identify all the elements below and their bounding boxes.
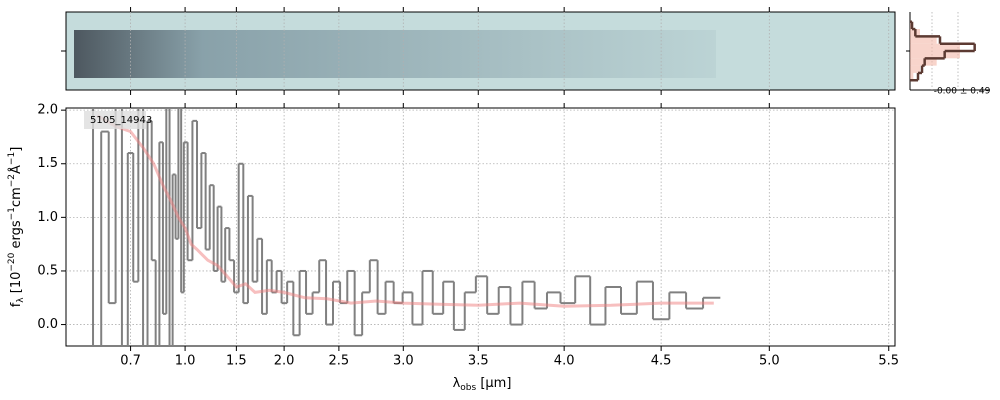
y-label-part: −1 [7,207,17,220]
y-tick-label: 2.0 [37,103,58,118]
y-label-part: [10 [9,272,24,298]
x-tick-label: 3.5 [468,354,489,369]
x-tick-label: 1.0 [175,354,196,369]
y-label-part: −2 [7,174,17,187]
y-label-part: cm [9,187,24,207]
x-label-part: obs [460,383,476,393]
model-line [96,114,714,308]
histogram-annotation: -0.00 ± 0.49 [934,87,991,97]
x-label-part: λ [453,376,461,391]
plot-layer: 0.7 1.0 1.5 2.0 2.5 3.0 3.5 4.0 4.5 5.0 5.5 0.0 0.5 1… [7,7,991,393]
x-tick-label: 5.5 [878,354,899,369]
y-label-part: λ [16,297,26,303]
y-label-part: −20 [7,252,17,271]
y-tick-label: 1.0 [37,210,58,225]
gaussian-bar [910,51,960,59]
y-label-part: −1 [7,152,17,165]
x-tick-label: 5.0 [759,354,780,369]
x-tick-label: 4.5 [651,354,672,369]
gaussian-bar [910,58,937,66]
y-tick-label: 1.5 [37,156,58,171]
spectrum-2d-image [74,30,716,78]
gaussian-bar [910,43,960,51]
spectrum-clip [92,108,721,346]
plot-frame [65,107,896,347]
gaussian-bar [910,72,914,81]
x-tick-label: 2.5 [329,354,350,369]
x-axis-label: λobs [μm] [453,376,512,393]
x-tick-label: 1.5 [226,354,247,369]
annotation-box [84,111,146,129]
x-label-part: [μm] [476,376,511,391]
gaussian-bar [910,36,937,44]
x-tick-label: 3.0 [393,354,414,369]
gaussian-bar [910,65,920,73]
y-axis-label: fλ [10−20 ergs−1cm−2Å−1] [7,147,26,308]
y-tick-label: 0.5 [37,263,58,278]
x-tick-label: 2.0 [274,354,295,369]
x-tick-label: 4.0 [554,354,575,369]
y-label-part: Å [8,165,24,174]
y-label-part: f [9,302,24,307]
annotation: 5105_14943 [90,115,152,126]
x-tick-label: 0.7 [120,354,141,369]
y-label-part: ] [9,147,24,152]
y-tick-label: 0.0 [37,317,58,332]
y-label-part: ergs [9,220,24,252]
